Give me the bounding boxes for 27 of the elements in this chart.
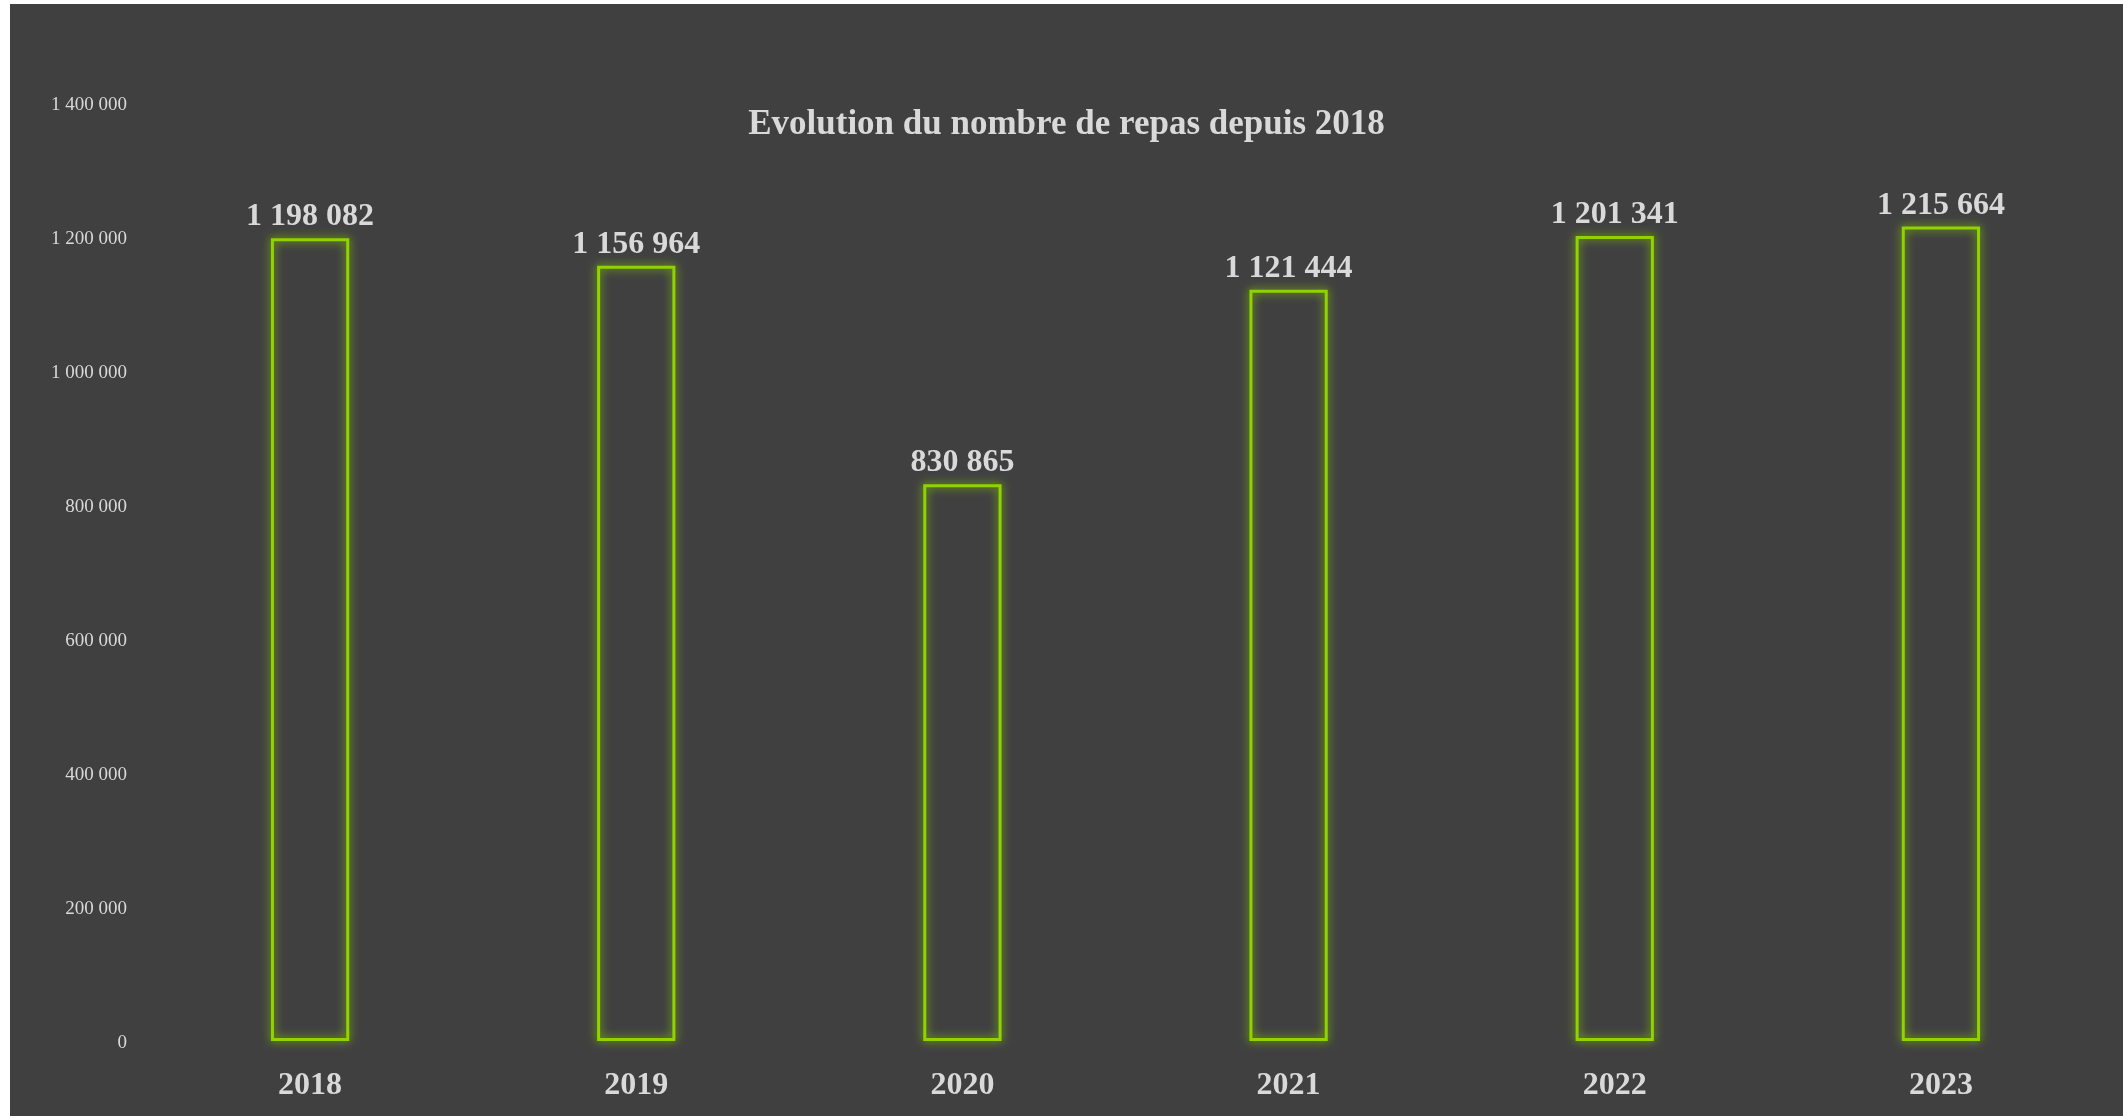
- bar: [270, 238, 350, 1041]
- chart-title: Evolution du nombre de repas depuis 2018: [748, 103, 1385, 142]
- y-tick-label: 1 000 000: [51, 360, 127, 382]
- data-label: 1 156 964: [572, 223, 701, 260]
- bar: [923, 484, 1002, 1041]
- bar: [597, 265, 676, 1041]
- data-label: 830 865: [910, 442, 1015, 479]
- y-tick-label: 800 000: [65, 494, 127, 516]
- data-label: 1 121 444: [1224, 247, 1353, 284]
- data-label: 1 201 341: [1550, 194, 1679, 231]
- bar: [1575, 236, 1654, 1041]
- y-tick-label: 400 000: [65, 762, 127, 784]
- x-tick-label: 2023: [1908, 1065, 1973, 1101]
- x-tick-label: 2021: [1256, 1065, 1321, 1101]
- bar: [1901, 226, 1981, 1041]
- bar: [1249, 289, 1328, 1041]
- y-tick-label: 0: [117, 1030, 127, 1052]
- data-label: 1 215 664: [1876, 184, 2005, 221]
- y-tick-label: 600 000: [65, 628, 127, 650]
- y-tick-label: 1 200 000: [51, 226, 127, 248]
- x-tick-label: 2018: [278, 1065, 343, 1101]
- x-tick-label: 2022: [1582, 1065, 1647, 1101]
- x-tick-label: 2019: [604, 1065, 669, 1101]
- y-tick-label: 1 400 000: [51, 92, 127, 114]
- y-tick-label: 200 000: [65, 896, 127, 918]
- data-label: 1 198 082: [246, 196, 375, 233]
- x-tick-label: 2020: [930, 1065, 995, 1101]
